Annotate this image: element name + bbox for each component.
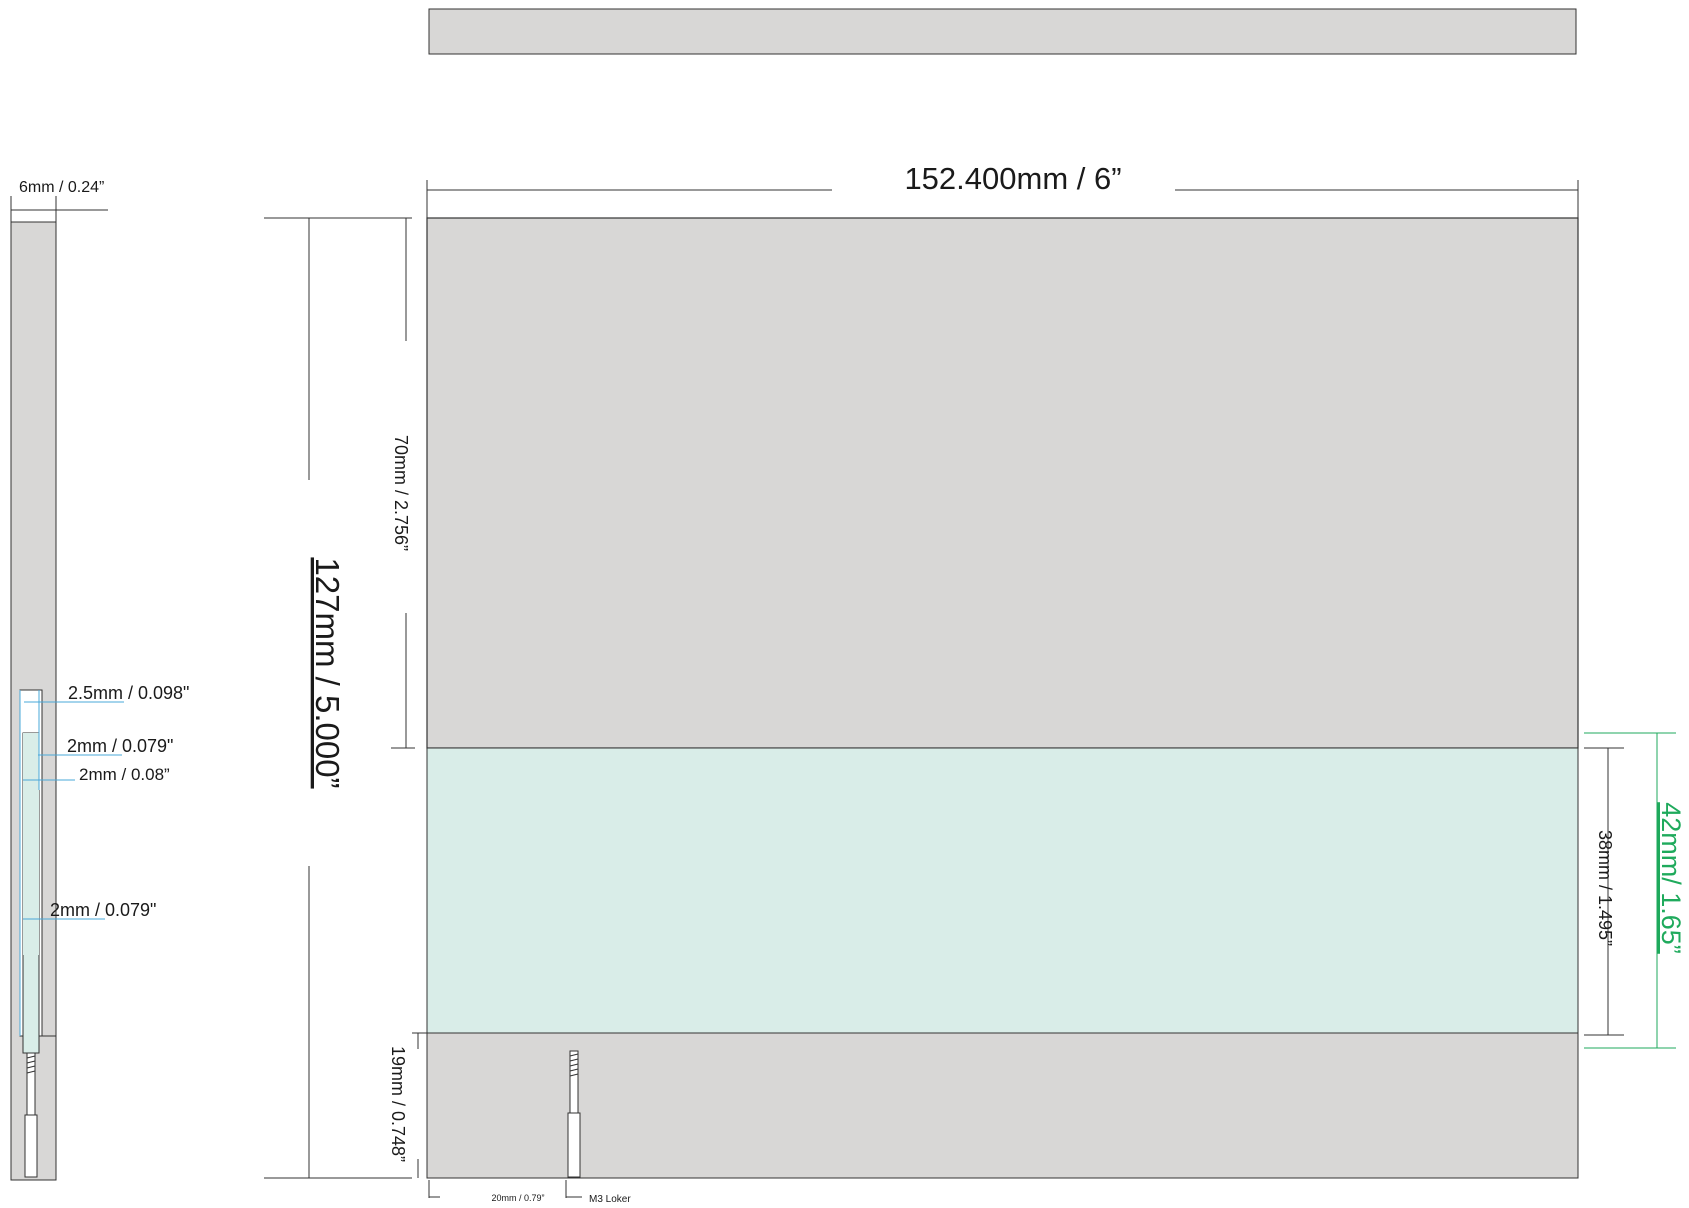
glass-section-label: 38mm / 1.495” bbox=[1595, 830, 1615, 946]
glass-section-dimension: 38mm / 1.495” bbox=[1584, 747, 1624, 1036]
side-a-label: 2.5mm / 0.098" bbox=[68, 683, 189, 703]
screw-offset-dimension: 20mm / 0.79” M3 Loker bbox=[428, 1180, 631, 1205]
screw-label: M3 Loker bbox=[589, 1194, 631, 1205]
top-view-panel bbox=[428, 8, 1577, 55]
glass-total-dimension: 42mm/ 1.65” bbox=[1584, 732, 1686, 1049]
thickness-label: 6mm / 0.24” bbox=[19, 179, 104, 196]
upper-panel-section bbox=[426, 217, 1579, 749]
side-b-label: 2mm / 0.079" bbox=[67, 736, 173, 756]
side-d-label: 2mm / 0.079" bbox=[50, 900, 156, 920]
height-dimension: 127mm / 5.000” bbox=[264, 217, 412, 1179]
screw-offset-label: 20mm / 0.79” bbox=[491, 1193, 544, 1203]
screw-front bbox=[567, 1050, 581, 1178]
side-c-label: 2mm / 0.08” bbox=[79, 765, 170, 784]
top-section-dimension: 70mm / 2.756” bbox=[391, 217, 415, 749]
bottom-section-dimension: 19mm / 0.748” bbox=[388, 1032, 427, 1178]
height-label: 127mm / 5.000” bbox=[309, 557, 346, 788]
bottom-panel-section bbox=[426, 1032, 1579, 1179]
glass-section bbox=[426, 747, 1579, 1034]
side-view bbox=[10, 221, 57, 1181]
width-label: 152.400mm / 6” bbox=[904, 161, 1121, 196]
side-dimensions: 2.5mm / 0.098" 2mm / 0.079" 2mm / 0.08” … bbox=[19, 683, 189, 1036]
bottom-section-label: 19mm / 0.748” bbox=[388, 1046, 408, 1162]
top-section-label: 70mm / 2.756” bbox=[391, 435, 411, 551]
width-dimension: 152.400mm / 6” bbox=[426, 161, 1579, 218]
glass-total-label: 42mm/ 1.65” bbox=[1656, 802, 1686, 954]
thickness-dimension: 6mm / 0.24” bbox=[10, 179, 108, 222]
